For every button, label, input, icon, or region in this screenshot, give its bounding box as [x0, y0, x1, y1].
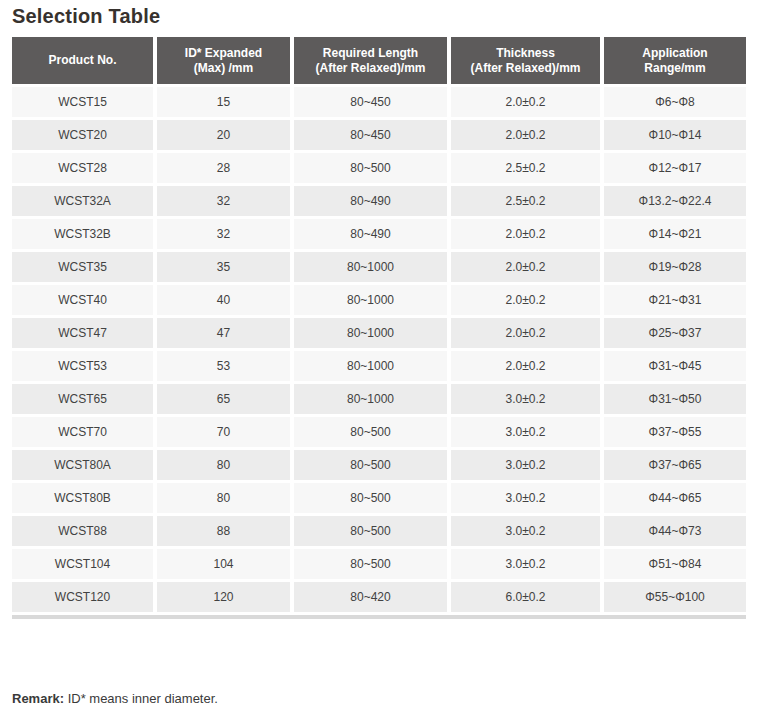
cell-required-length: 80~420: [294, 582, 447, 612]
cell-required-length: 80~1000: [294, 351, 447, 381]
selection-table: Product No. ID* Expanded (Max) /mm Requi…: [12, 37, 746, 612]
cell-required-length: 80~490: [294, 186, 447, 216]
cell-application-range: Φ44~Φ65: [604, 483, 746, 513]
cell-product-no: WCST70: [12, 417, 153, 447]
cell-product-no: WCST47: [12, 318, 153, 348]
cell-application-range: Φ21~Φ31: [604, 285, 746, 315]
cell-required-length: 80~490: [294, 219, 447, 249]
cell-thickness: 3.0±0.2: [451, 450, 600, 480]
cell-product-no: WCST53: [12, 351, 153, 381]
table-bottom-border: [12, 615, 746, 619]
cell-id-expanded: 53: [157, 351, 290, 381]
cell-required-length: 80~1000: [294, 285, 447, 315]
column-header-product-no: Product No.: [12, 37, 153, 84]
cell-id-expanded: 28: [157, 153, 290, 183]
cell-id-expanded: 32: [157, 219, 290, 249]
cell-thickness: 2.0±0.2: [451, 285, 600, 315]
cell-id-expanded: 120: [157, 582, 290, 612]
cell-thickness: 2.0±0.2: [451, 252, 600, 282]
remark: Remark: ID* means inner diameter.: [12, 691, 746, 706]
cell-thickness: 3.0±0.2: [451, 549, 600, 579]
cell-application-range: Φ25~Φ37: [604, 318, 746, 348]
cell-thickness: 2.5±0.2: [451, 186, 600, 216]
column-header-required-length: Required Length (After Relaxed)/mm: [294, 37, 447, 84]
cell-thickness: 3.0±0.2: [451, 417, 600, 447]
cell-application-range: Φ13.2~Φ22.4: [604, 186, 746, 216]
cell-product-no: WCST28: [12, 153, 153, 183]
column-header-thickness: Thickness (After Relaxed)/mm: [451, 37, 600, 84]
cell-required-length: 80~450: [294, 120, 447, 150]
cell-product-no: WCST32B: [12, 219, 153, 249]
cell-required-length: 80~500: [294, 516, 447, 546]
cell-required-length: 80~1000: [294, 384, 447, 414]
cell-application-range: Φ10~Φ14: [604, 120, 746, 150]
page-container: Selection Table Product No. ID* Expanded…: [0, 0, 758, 706]
cell-required-length: 80~500: [294, 483, 447, 513]
cell-thickness: 6.0±0.2: [451, 582, 600, 612]
cell-id-expanded: 20: [157, 120, 290, 150]
cell-id-expanded: 35: [157, 252, 290, 282]
cell-required-length: 80~500: [294, 153, 447, 183]
cell-product-no: WCST15: [12, 87, 153, 117]
cell-product-no: WCST120: [12, 582, 153, 612]
cell-required-length: 80~1000: [294, 252, 447, 282]
cell-thickness: 3.0±0.2: [451, 483, 600, 513]
cell-application-range: Φ12~Φ17: [604, 153, 746, 183]
cell-product-no: WCST88: [12, 516, 153, 546]
cell-id-expanded: 65: [157, 384, 290, 414]
cell-application-range: Φ14~Φ21: [604, 219, 746, 249]
cell-required-length: 80~1000: [294, 318, 447, 348]
cell-thickness: 3.0±0.2: [451, 516, 600, 546]
cell-product-no: WCST20: [12, 120, 153, 150]
cell-application-range: Φ51~Φ84: [604, 549, 746, 579]
remark-label: Remark:: [12, 691, 64, 706]
cell-id-expanded: 104: [157, 549, 290, 579]
cell-product-no: WCST32A: [12, 186, 153, 216]
cell-application-range: Φ55~Φ100: [604, 582, 746, 612]
cell-application-range: Φ31~Φ45: [604, 351, 746, 381]
cell-thickness: 3.0±0.2: [451, 384, 600, 414]
cell-required-length: 80~450: [294, 87, 447, 117]
cell-id-expanded: 80: [157, 450, 290, 480]
cell-application-range: Φ37~Φ55: [604, 417, 746, 447]
cell-application-range: Φ44~Φ73: [604, 516, 746, 546]
cell-id-expanded: 40: [157, 285, 290, 315]
cell-id-expanded: 47: [157, 318, 290, 348]
page-title: Selection Table: [12, 5, 746, 28]
remark-text: ID* means inner diameter.: [64, 691, 218, 706]
column-header-id-expanded: ID* Expanded (Max) /mm: [157, 37, 290, 84]
cell-thickness: 2.0±0.2: [451, 120, 600, 150]
cell-product-no: WCST65: [12, 384, 153, 414]
cell-id-expanded: 32: [157, 186, 290, 216]
cell-application-range: Φ31~Φ50: [604, 384, 746, 414]
cell-thickness: 2.5±0.2: [451, 153, 600, 183]
cell-product-no: WCST40: [12, 285, 153, 315]
column-header-application-range: Application Range/mm: [604, 37, 746, 84]
cell-thickness: 2.0±0.2: [451, 351, 600, 381]
cell-thickness: 2.0±0.2: [451, 87, 600, 117]
cell-product-no: WCST80B: [12, 483, 153, 513]
cell-product-no: WCST35: [12, 252, 153, 282]
cell-required-length: 80~500: [294, 417, 447, 447]
cell-product-no: WCST104: [12, 549, 153, 579]
cell-id-expanded: 15: [157, 87, 290, 117]
cell-required-length: 80~500: [294, 549, 447, 579]
cell-application-range: Φ6~Φ8: [604, 87, 746, 117]
cell-product-no: WCST80A: [12, 450, 153, 480]
cell-id-expanded: 80: [157, 483, 290, 513]
cell-thickness: 2.0±0.2: [451, 219, 600, 249]
cell-application-range: Φ19~Φ28: [604, 252, 746, 282]
cell-id-expanded: 88: [157, 516, 290, 546]
cell-id-expanded: 70: [157, 417, 290, 447]
cell-required-length: 80~500: [294, 450, 447, 480]
cell-thickness: 2.0±0.2: [451, 318, 600, 348]
cell-application-range: Φ37~Φ65: [604, 450, 746, 480]
